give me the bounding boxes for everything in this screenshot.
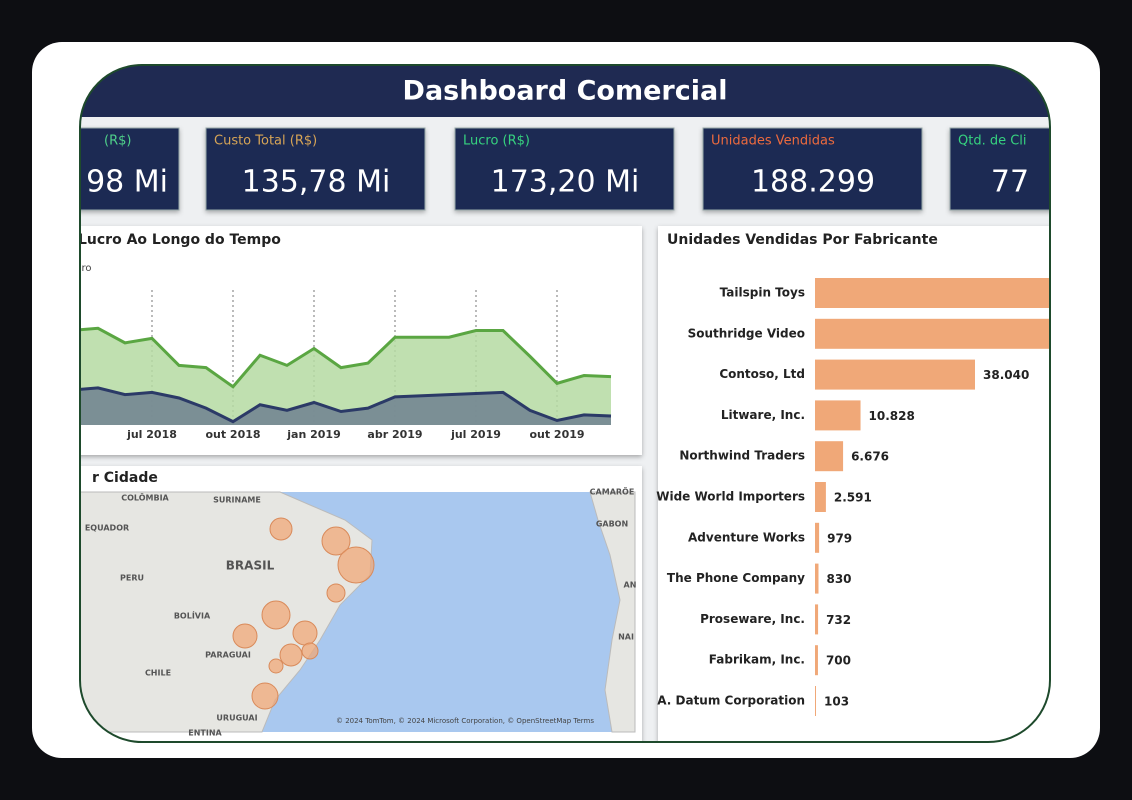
bubble <box>232 623 258 649</box>
x-tick-label: jul 2018 <box>126 428 177 441</box>
land <box>80 491 373 733</box>
value-label: 38.040 <box>983 368 1029 382</box>
bar <box>815 359 975 390</box>
category-label: Litware, Inc. <box>721 408 805 422</box>
x-tick-label: abr 2019 <box>367 428 422 441</box>
bubble <box>326 583 346 603</box>
map-label: BOLÍVIA <box>174 610 211 621</box>
category-label: Southridge Video <box>688 326 805 340</box>
dashboard-title: Dashboard Comercial <box>403 76 728 107</box>
bubble <box>269 517 293 541</box>
map-labels: COLÔMBIA SURINAME EQUADOR BRASIL PERU BOLÍVIA… <box>85 486 637 738</box>
category-label: A. Datum Corporation <box>657 694 805 708</box>
bar <box>815 441 844 472</box>
bar-panel <box>658 226 1050 742</box>
kpi-card <box>454 127 675 211</box>
kpi-card <box>205 127 426 211</box>
category-label: Northwind Traders <box>679 449 805 463</box>
area-line <box>80 326 612 389</box>
value-label: 2.591 <box>834 491 872 505</box>
legend-label: cro <box>76 263 92 274</box>
bar <box>815 686 816 716</box>
kpi-value: 173,20 Mi <box>491 165 640 200</box>
x-tick-label: jul 2019 <box>450 428 501 441</box>
value-label: 103 <box>824 695 849 709</box>
kpi-value: 188.299 <box>751 165 875 200</box>
bubble <box>301 642 319 660</box>
bar <box>815 522 820 553</box>
map-attribution: © 2024 TomTom, © 2024 Microsoft Corporat… <box>336 717 594 725</box>
category-label: Fabrikam, Inc. <box>709 653 805 667</box>
bar <box>815 482 826 512</box>
header <box>80 65 1050 117</box>
kpi-label: Qtd. de Cli <box>958 134 1027 149</box>
map-label: GABON <box>596 520 628 529</box>
bar <box>815 318 1050 349</box>
bubble <box>321 526 351 556</box>
bar <box>815 645 818 676</box>
bar <box>815 563 819 594</box>
map-label: URUGUAI <box>216 714 257 723</box>
dashboard: Dashboard Comercial (R$) 98 Mi Custo Total… <box>76 65 1050 742</box>
area-line <box>80 386 612 424</box>
value-label: 6.676 <box>851 450 889 464</box>
kpi-label: Unidades Vendidas <box>711 134 835 149</box>
kpi-row: (R$) 98 Mi Custo Total (R$) 135,78 Mi Lucro … <box>80 127 1050 211</box>
area-fill <box>80 387 611 425</box>
map-label: CHILE <box>145 669 171 678</box>
map-label: SURINAME <box>213 496 261 505</box>
bar <box>815 604 819 635</box>
map-label: COLÔMBIA <box>121 492 169 503</box>
kpi-label: Custo Total (R$) <box>214 134 317 149</box>
bubble <box>292 620 318 646</box>
x-tick-label: out 2018 <box>205 428 260 441</box>
bar <box>815 400 861 431</box>
category-label: Wide World Importers <box>656 490 805 504</box>
value-label: 732 <box>826 613 851 627</box>
x-tick-label: out 2019 <box>529 428 584 441</box>
x-tick-label: jan 2019 <box>286 428 340 441</box>
value-label: 700 <box>826 654 851 668</box>
category-label: Contoso, Ltd <box>719 367 805 381</box>
bubble <box>268 658 284 674</box>
kpi-card <box>949 127 1050 211</box>
chart-title: Unidades Vendidas Por Fabricante <box>667 232 938 248</box>
map-label: CAMARÕE <box>590 486 635 497</box>
map-label: EQUADOR <box>85 524 129 533</box>
map-label: ENTINA <box>188 729 222 738</box>
category-label: Adventure Works <box>688 530 805 544</box>
bubble <box>261 600 291 630</box>
chart-title: Lucro Ao Longo do Tempo <box>78 232 281 248</box>
bar <box>815 278 1050 308</box>
category-label: Tailspin Toys <box>720 286 805 300</box>
kpi-value: 135,78 Mi <box>242 165 391 200</box>
category-label: Proseware, Inc. <box>700 612 805 626</box>
map-label: PARAGUAI <box>205 651 251 660</box>
kpi-card <box>702 127 923 211</box>
frame-border <box>79 64 1051 743</box>
value-label: 830 <box>826 572 851 586</box>
value-label: 979 <box>827 531 852 545</box>
bubble <box>251 682 279 710</box>
kpi-label: (R$) <box>104 134 131 149</box>
category-label: The Phone Company <box>667 571 805 585</box>
map-label: AN <box>624 581 637 590</box>
map-label: NAI <box>618 633 634 642</box>
kpi-label: Lucro (R$) <box>463 134 530 149</box>
bubble <box>337 546 375 584</box>
kpi-value: 98 Mi <box>86 165 168 200</box>
map-title: r Cidade <box>92 470 158 486</box>
value-label: 10.828 <box>869 409 915 423</box>
map-label: BRASIL <box>226 559 275 573</box>
map-label: PERU <box>120 574 144 583</box>
map: r Cidade COLÔMBIA SURINAME EQUADOR BRASIL PE… <box>80 470 636 738</box>
bubble <box>279 643 303 667</box>
land-africa <box>589 491 636 733</box>
kpi-value: 77 <box>991 165 1029 200</box>
bubbles <box>232 517 375 710</box>
kpi-card <box>80 127 180 211</box>
